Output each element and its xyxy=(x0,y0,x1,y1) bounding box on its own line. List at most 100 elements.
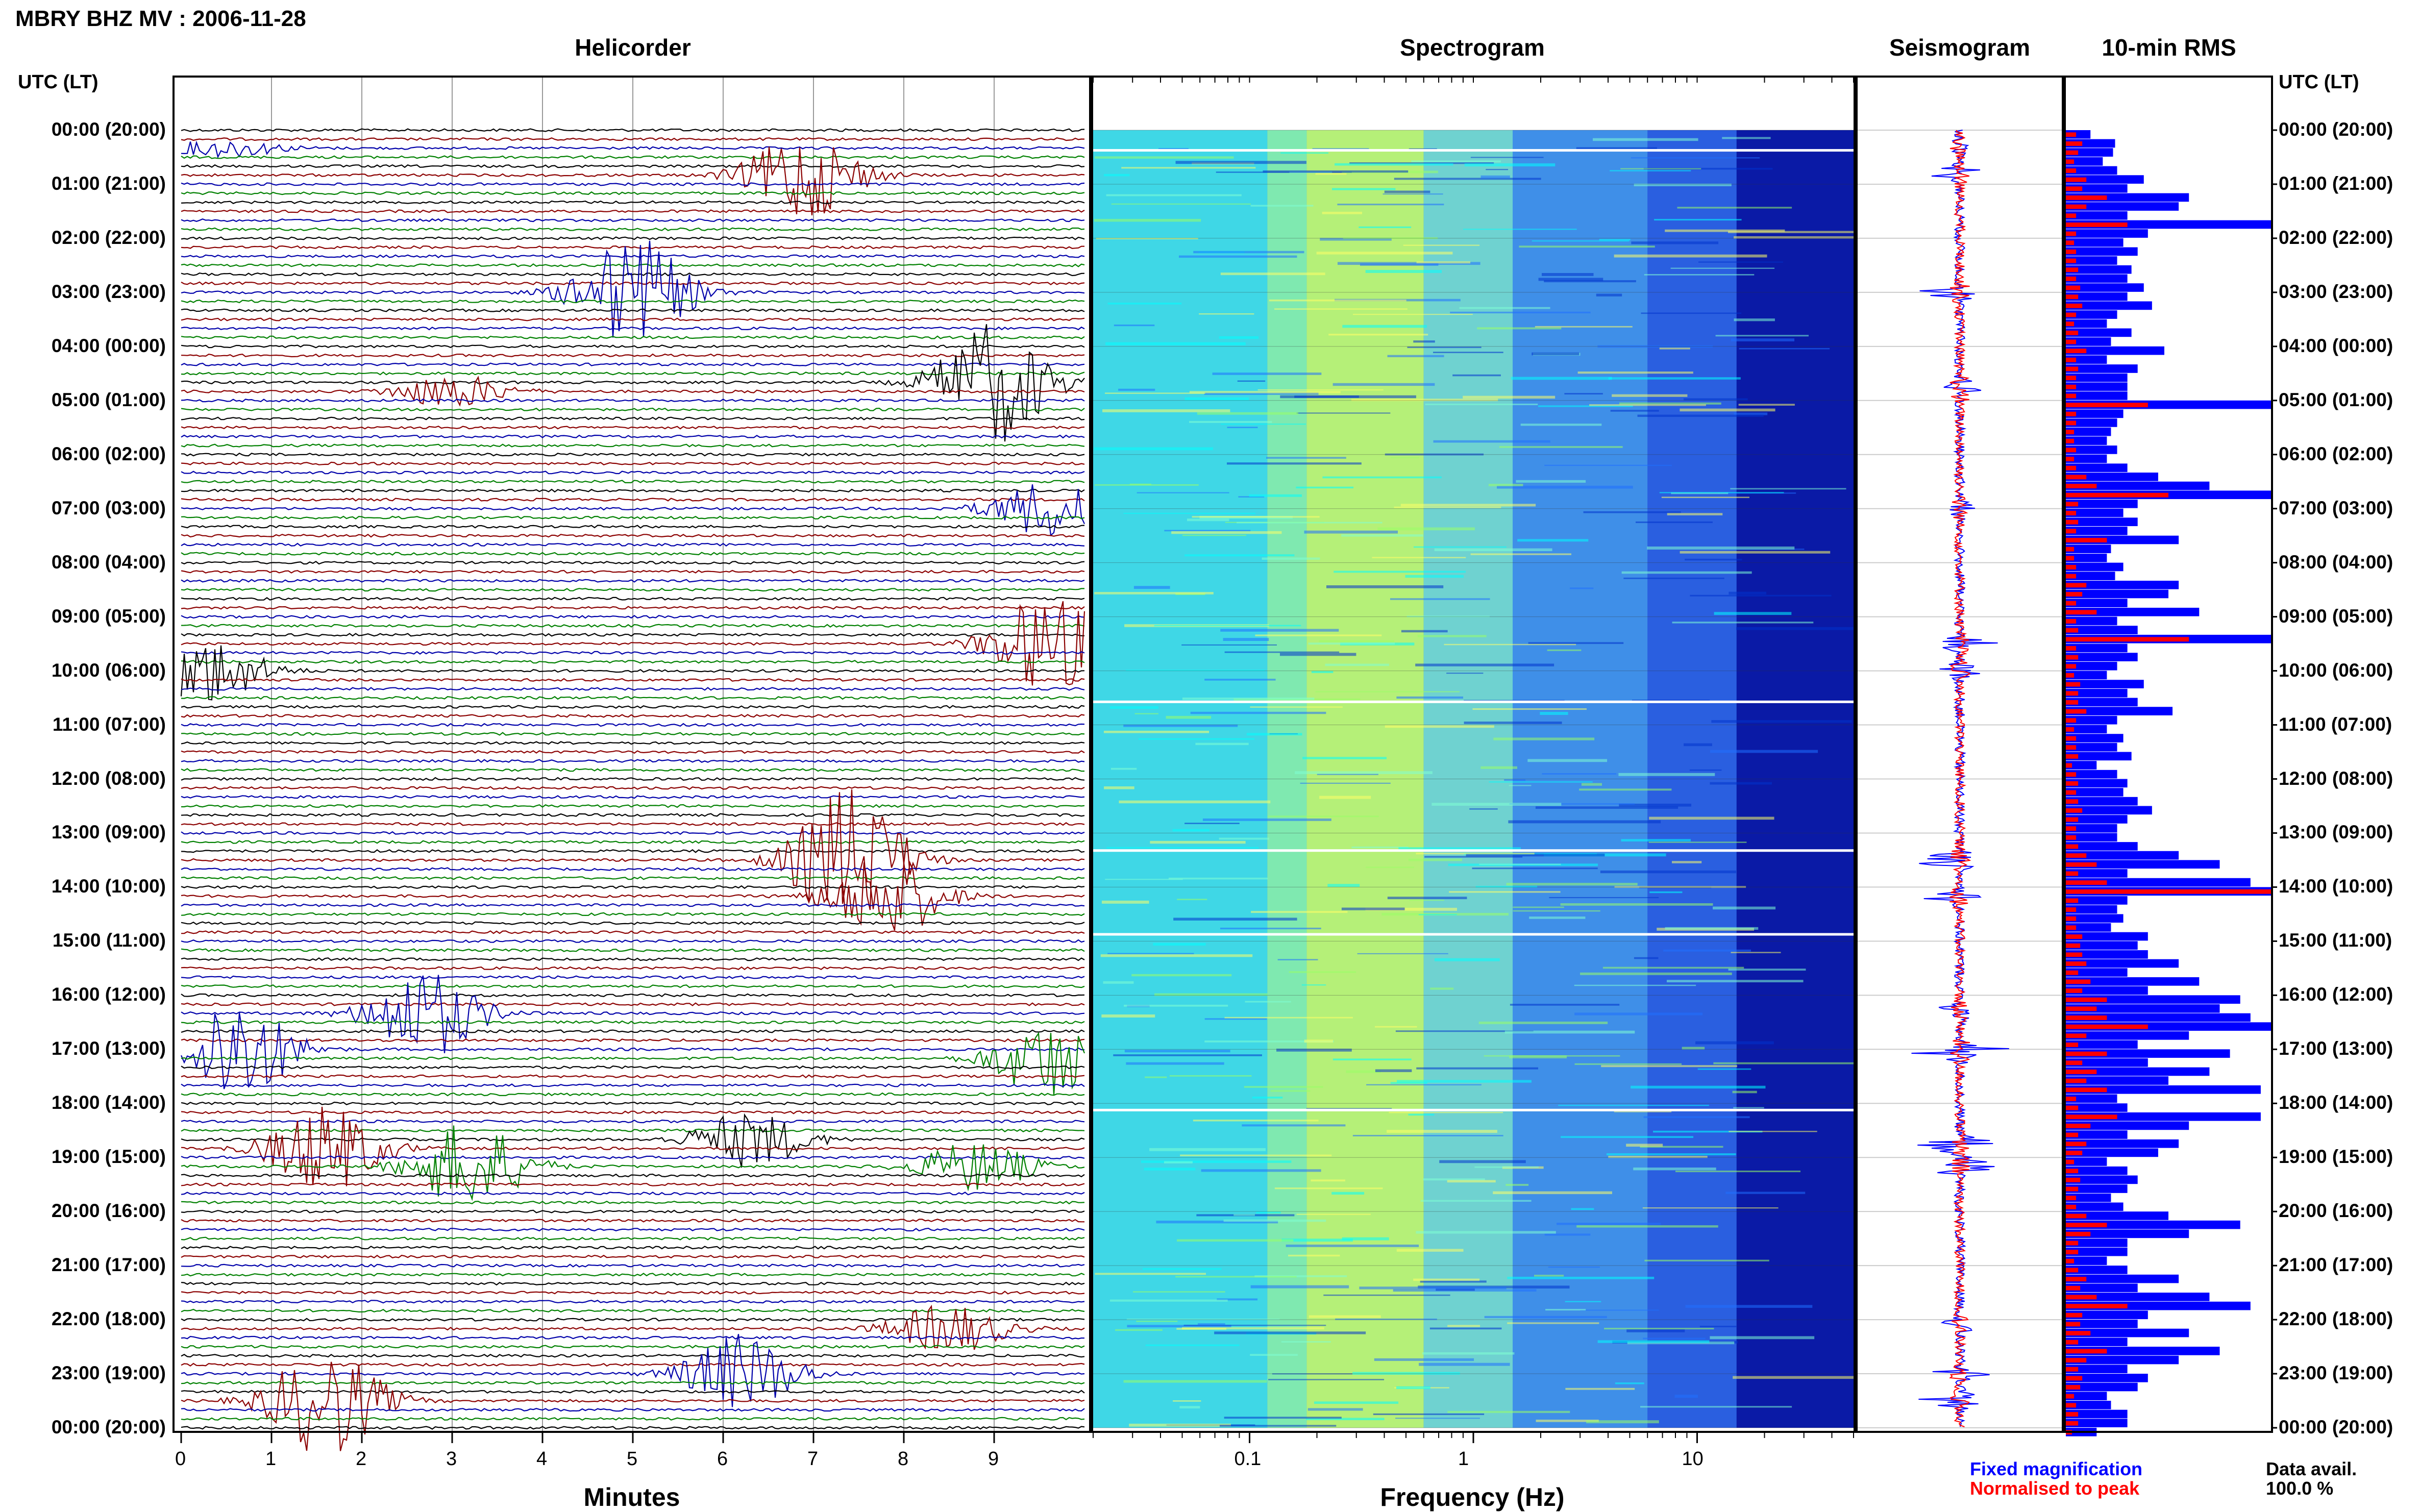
time-label-right: 05:00 (01:00) xyxy=(2279,389,2393,410)
rms-bar-fixed xyxy=(2066,382,2128,391)
rms-bar-normalised xyxy=(2066,204,2087,209)
rms-bar-fixed xyxy=(2066,337,2111,346)
spectrogram-streak xyxy=(1634,957,1659,959)
rms-bar-fixed xyxy=(2066,950,2148,959)
spectrogram-streak xyxy=(1430,987,1454,990)
time-label-right: 09:00 (05:00) xyxy=(2279,605,2393,627)
minute-tick-label: 6 xyxy=(717,1448,728,1470)
spectrogram-streak xyxy=(1176,1328,1226,1330)
spectrogram-streak xyxy=(1614,886,1746,888)
rms-bar-fixed xyxy=(2066,166,2117,175)
spectrogram-streak xyxy=(1199,313,1254,315)
rms-bar-normalised xyxy=(2066,1312,2083,1318)
helicorder-trace xyxy=(181,579,1085,583)
spectrogram-streak xyxy=(1118,388,1155,391)
rms-bar-normalised xyxy=(2066,240,2075,245)
spectrogram-streak xyxy=(1586,1420,1659,1424)
time-label-left: 12:00 (08:00) xyxy=(51,767,166,789)
spectrogram-streak xyxy=(1145,1344,1240,1346)
spectrogram-streak xyxy=(1224,1017,1353,1019)
spectrogram-streak xyxy=(1600,870,1736,874)
spectrogram-streak xyxy=(1175,161,1306,164)
helicorder-trace xyxy=(181,1291,1085,1295)
helicorder-trace xyxy=(181,1335,1085,1340)
rms-bar-fixed xyxy=(2066,572,2115,580)
rms-bar-normalised xyxy=(2066,502,2079,507)
rms-bar-normalised xyxy=(2066,1196,2077,1201)
legend-normalised-to-peak: Normalised to peak xyxy=(1970,1478,2140,1499)
rms-bar-normalised xyxy=(2066,438,2075,443)
helicorder-trace xyxy=(181,975,1085,1053)
helicorder-trace xyxy=(181,245,1084,250)
spectrogram-streak xyxy=(1497,485,1633,489)
helicorder-trace xyxy=(181,344,1085,349)
helicorder-trace xyxy=(181,1273,1085,1277)
spectrogram-streak xyxy=(1420,1280,1487,1283)
helicorder-trace xyxy=(181,587,1084,592)
helicorder-trace xyxy=(181,1219,1084,1223)
helicorder-trace xyxy=(181,434,1085,439)
rms-bar-fixed xyxy=(2066,463,2128,473)
rms-bar-fixed xyxy=(2066,473,2158,481)
spectrogram-streak xyxy=(1406,615,1490,617)
spectrogram-streak xyxy=(1123,512,1255,514)
spectrogram-streak xyxy=(1308,642,1395,645)
spectrogram-streak xyxy=(1226,462,1362,465)
spectrogram-streak xyxy=(1224,1417,1342,1419)
spectrogram-streak xyxy=(1377,527,1475,531)
spectrogram-streak xyxy=(1372,557,1466,558)
spectrogram-streak xyxy=(1296,1213,1371,1215)
spectrogram-streak xyxy=(1352,1372,1460,1375)
rms-bar-fixed xyxy=(2066,995,2240,1004)
rms-bar-normalised xyxy=(2066,1231,2091,1236)
helicorder-trace xyxy=(181,1002,1085,1006)
spectrogram-streak xyxy=(1095,1273,1206,1275)
rms-bar-normalised xyxy=(2066,1331,2091,1335)
time-label-right: 02:00 (22:00) xyxy=(2279,227,2393,248)
spectrogram-streak xyxy=(1204,679,1276,681)
spectrogram-streak xyxy=(1683,398,1748,401)
spectrogram-streak xyxy=(1164,530,1251,532)
rms-bar-normalised xyxy=(2066,1394,2075,1399)
helicorder-trace xyxy=(181,606,1085,610)
spectrogram-streak xyxy=(1475,885,1538,888)
spectrogram-streak xyxy=(1342,325,1427,328)
spectrogram-streak xyxy=(1548,1266,1600,1268)
spectrogram-streak xyxy=(1100,954,1253,957)
spectrogram-streak xyxy=(1166,715,1212,719)
time-label-right: 00:00 (20:00) xyxy=(2279,1417,2393,1437)
spectrogram-streak xyxy=(1314,1401,1399,1404)
rms-bar-fixed xyxy=(2066,1184,2128,1193)
rms-bar-fixed xyxy=(2066,1283,2138,1293)
spectrogram-streak xyxy=(1255,634,1382,636)
rms-bar-fixed xyxy=(2066,229,2148,238)
spectrogram-streak xyxy=(1315,691,1460,692)
time-label-left: 23:00 (19:00) xyxy=(51,1362,166,1384)
spectrogram-streak xyxy=(1182,697,1315,700)
spectrogram-streak xyxy=(1631,157,1760,159)
rms-bar-fixed xyxy=(2066,1058,2148,1067)
rms-bar-fixed xyxy=(2066,247,2138,256)
rms-bar-normalised xyxy=(2066,312,2077,317)
utc-header-left: UTC (LT) xyxy=(18,71,98,93)
minute-tick-label: 2 xyxy=(356,1448,367,1470)
rms-bar-fixed xyxy=(2066,1310,2148,1320)
spectrogram-streak xyxy=(1115,1329,1163,1331)
helicorder-trace xyxy=(181,1125,1085,1201)
rms-bar-fixed xyxy=(2066,869,2128,878)
rms-bar-normalised xyxy=(2066,835,2077,840)
rms-bar-fixed xyxy=(2066,734,2124,742)
time-label-right: 22:00 (18:00) xyxy=(2279,1308,2393,1330)
spectrogram-streak xyxy=(1201,1169,1321,1172)
helicorder-trace xyxy=(181,696,1085,700)
spectrogram-streak xyxy=(1493,1191,1612,1195)
spectrogram-streak xyxy=(1342,1237,1389,1241)
spectrogram-streak xyxy=(1268,815,1379,817)
spectrogram-streak xyxy=(1129,483,1151,485)
spectrogram-streak xyxy=(1619,402,1721,405)
helicorder-trace xyxy=(181,335,1085,339)
spectrogram-streak xyxy=(1713,906,1776,910)
spectrogram-streak xyxy=(1643,1337,1706,1340)
helicorder-panel xyxy=(172,76,1091,1433)
helicorder-trace xyxy=(181,786,1085,790)
